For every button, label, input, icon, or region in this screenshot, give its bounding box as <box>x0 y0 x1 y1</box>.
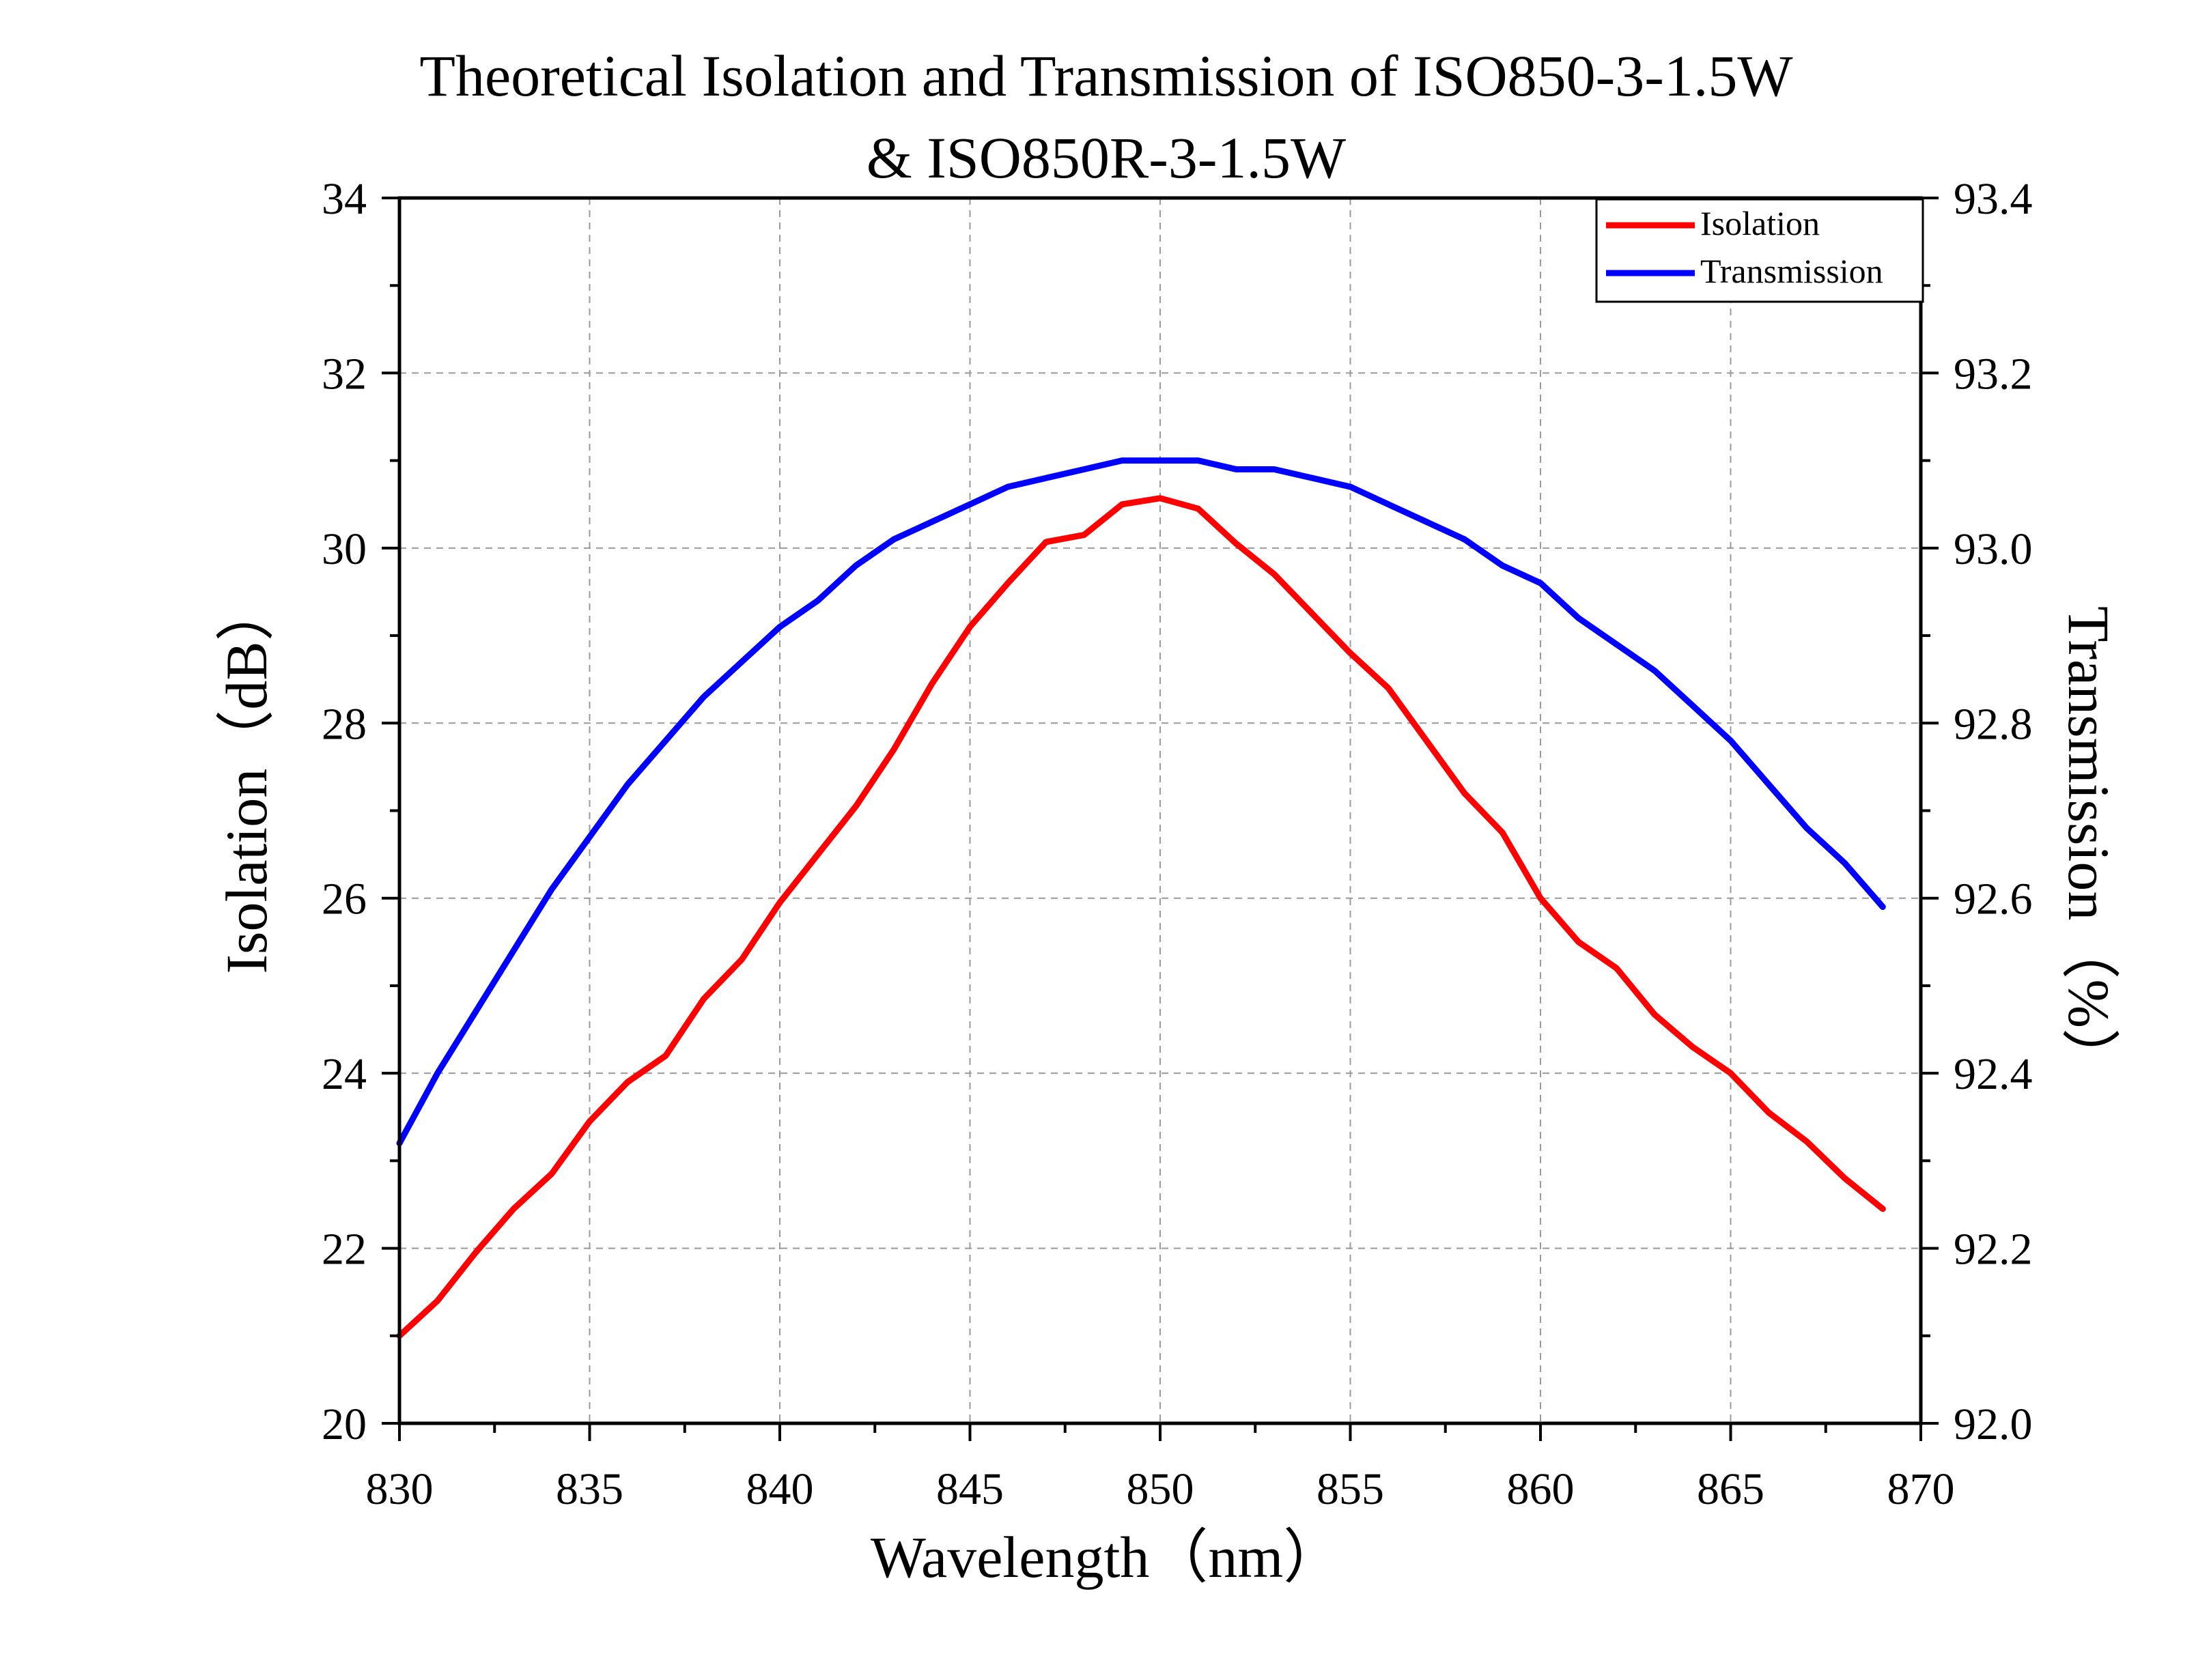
left-y-tick-label: 20 <box>322 1399 367 1449</box>
left-y-tick-label: 22 <box>322 1225 367 1275</box>
tick-marks <box>382 197 1939 1441</box>
left-y-tick-label: 30 <box>322 524 367 574</box>
left-y-axis-label: Isolation（dB） <box>214 582 279 973</box>
x-tick-label: 855 <box>1317 1464 1384 1514</box>
x-tick-label: 865 <box>1697 1464 1764 1514</box>
legend-label-isolation: Isolation <box>1700 204 1820 242</box>
tick-labels: 830 835 840 845 850 855 860 865 870 20 22 24 26 28 30 3… <box>322 174 2033 1514</box>
right-y-tick-label: 92.0 <box>1954 1399 2033 1449</box>
legend-label-transmission: Transmission <box>1700 252 1883 290</box>
right-y-tick-label: 93.4 <box>1954 174 2033 224</box>
left-y-tick-label: 24 <box>322 1049 367 1099</box>
chart-title: Theoretical Isolation and Transmission o… <box>419 43 1792 109</box>
left-y-tick-label: 34 <box>322 174 367 224</box>
right-y-tick-label: 92.8 <box>1954 699 2033 749</box>
x-tick-label: 840 <box>746 1464 814 1514</box>
right-y-tick-label: 93.0 <box>1954 524 2033 574</box>
series-layer <box>396 457 1886 1339</box>
right-y-tick-label: 92.2 <box>1954 1225 2033 1275</box>
left-y-tick-label: 32 <box>322 349 367 399</box>
x-tick-label: 845 <box>936 1464 1004 1514</box>
series-line-isolation <box>396 495 1886 1339</box>
right-y-tick-label: 92.4 <box>1954 1049 2033 1099</box>
legend: Isolation Transmission <box>1595 198 1924 303</box>
right-y-tick-label: 92.6 <box>1954 874 2033 924</box>
chart-subtitle: & ISO850R-3-1.5W <box>867 125 1346 190</box>
right-y-tick-label: 93.2 <box>1954 349 2033 399</box>
left-y-tick-label: 28 <box>322 699 367 749</box>
right-y-axis-label: Transmission（%） <box>2056 606 2122 1087</box>
x-tick-label: 870 <box>1887 1464 1955 1514</box>
legend-box <box>1595 198 1924 303</box>
left-y-tick-label: 26 <box>322 874 367 924</box>
x-tick-label: 850 <box>1127 1464 1194 1514</box>
x-tick-label: 830 <box>366 1464 434 1514</box>
series-line-transmission <box>396 457 1886 1147</box>
x-tick-label: 860 <box>1507 1464 1575 1514</box>
x-tick-label: 835 <box>556 1464 623 1514</box>
x-axis-label: Wavelength（nm） <box>871 1524 1342 1590</box>
grid-lines <box>399 198 1921 1423</box>
